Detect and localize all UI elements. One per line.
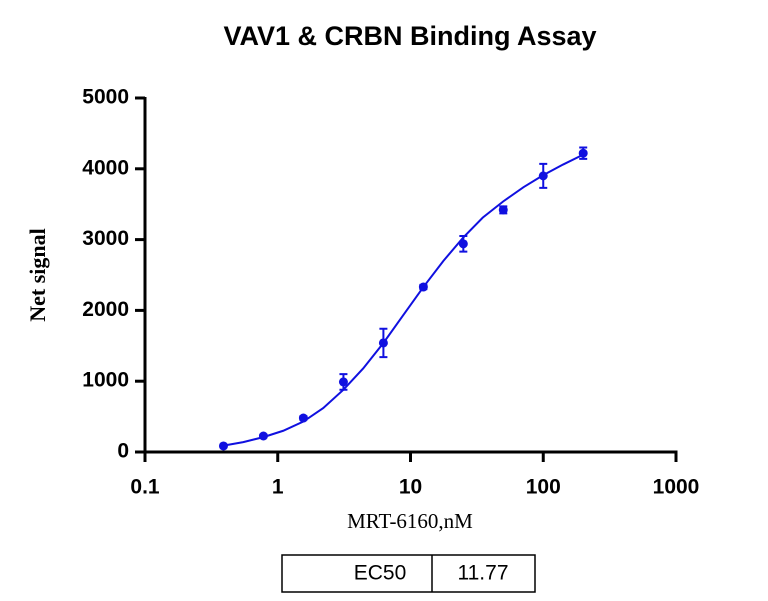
y-tick-label: 2000 [82,298,129,321]
table-box [281,554,536,593]
x-tick-label: 10 [399,476,422,499]
y-tick-label: 3000 [82,227,129,250]
data-point [498,205,508,215]
data-point [218,441,228,451]
x-axis-label: MRT-6160,nM [347,509,473,533]
table-cell: 11.77 [458,562,509,585]
y-tick-label: 4000 [82,156,129,179]
x-tick-label: 1 [272,476,284,499]
y-tick-label: 5000 [82,86,129,109]
table-cell: EC50 [354,562,407,585]
x-tick-label: 0.1 [130,476,160,499]
chart-title: VAV1 & CRBN Binding Assay [223,21,596,51]
x-tick-label: 100 [526,476,561,499]
data-point [338,377,348,387]
x-tick-label: 1000 [653,476,700,499]
y-axis-label: Net signal [25,228,50,322]
y-tick-label: 1000 [82,369,129,392]
y-tick-label: 0 [117,440,129,463]
fit-curve [223,153,584,447]
